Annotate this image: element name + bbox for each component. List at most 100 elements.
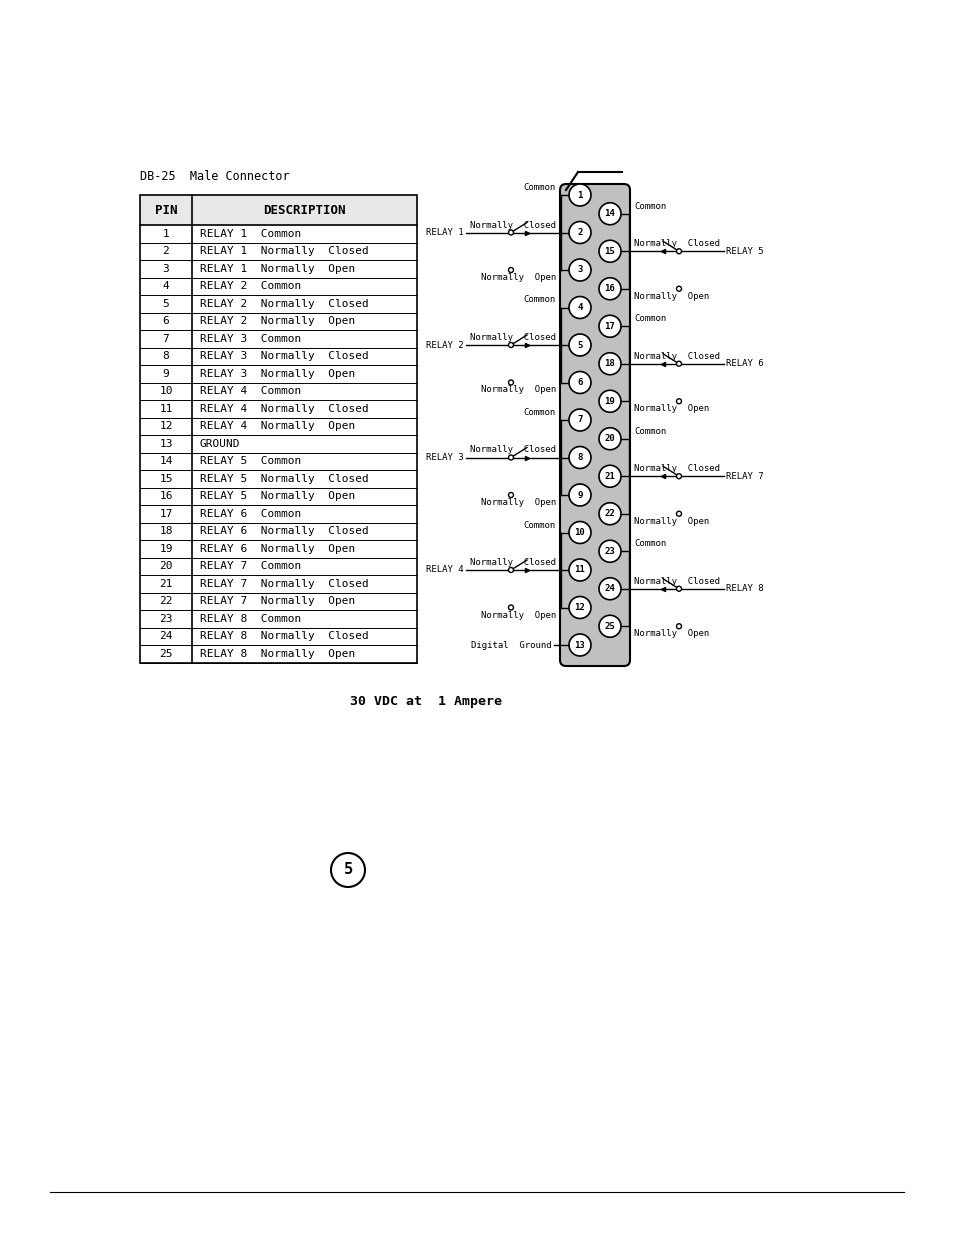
Circle shape <box>568 333 590 356</box>
FancyBboxPatch shape <box>559 184 629 666</box>
Text: 17: 17 <box>159 509 172 519</box>
Circle shape <box>568 296 590 319</box>
Text: RELAY 5  Normally  Closed: RELAY 5 Normally Closed <box>200 474 369 484</box>
Circle shape <box>508 380 513 385</box>
Text: 18: 18 <box>159 526 172 536</box>
Circle shape <box>568 409 590 431</box>
Text: RELAY 8  Normally  Open: RELAY 8 Normally Open <box>200 648 355 658</box>
Text: 20: 20 <box>159 561 172 572</box>
Text: RELAY 3  Normally  Open: RELAY 3 Normally Open <box>200 369 355 379</box>
Text: RELAY 5: RELAY 5 <box>725 247 762 256</box>
Circle shape <box>508 230 513 235</box>
Text: RELAY 8  Common: RELAY 8 Common <box>200 614 301 624</box>
Text: 17: 17 <box>604 322 615 331</box>
Text: 2: 2 <box>577 228 582 237</box>
Text: Common: Common <box>523 520 556 530</box>
Text: Normally  Closed: Normally Closed <box>634 352 720 361</box>
Circle shape <box>508 605 513 610</box>
Text: 15: 15 <box>159 474 172 484</box>
Text: Normally  Closed: Normally Closed <box>634 240 720 248</box>
Circle shape <box>508 268 513 273</box>
Circle shape <box>598 315 620 337</box>
Circle shape <box>568 484 590 506</box>
Text: Common: Common <box>634 540 665 548</box>
Text: Normally  Open: Normally Open <box>634 516 708 526</box>
Text: 10: 10 <box>574 529 585 537</box>
Text: Normally  Open: Normally Open <box>634 630 708 638</box>
Text: 23: 23 <box>159 614 172 624</box>
Text: 11: 11 <box>159 404 172 414</box>
Text: 7: 7 <box>577 415 582 425</box>
Text: RELAY 2  Common: RELAY 2 Common <box>200 282 301 291</box>
Circle shape <box>598 578 620 600</box>
Text: Common: Common <box>523 295 556 305</box>
Text: 8: 8 <box>162 351 170 362</box>
Text: RELAY 4  Normally  Closed: RELAY 4 Normally Closed <box>200 404 369 414</box>
Text: Normally  Closed: Normally Closed <box>634 464 720 473</box>
Text: 1: 1 <box>577 190 582 200</box>
Text: 22: 22 <box>159 597 172 606</box>
Text: RELAY 6  Normally  Closed: RELAY 6 Normally Closed <box>200 526 369 536</box>
Text: 8: 8 <box>577 453 582 462</box>
Circle shape <box>598 427 620 450</box>
Circle shape <box>331 853 365 887</box>
Text: RELAY 7  Normally  Open: RELAY 7 Normally Open <box>200 597 355 606</box>
Text: RELAY 3  Normally  Closed: RELAY 3 Normally Closed <box>200 351 369 362</box>
Text: DB-25  Male Connector: DB-25 Male Connector <box>140 170 290 183</box>
Circle shape <box>508 342 513 347</box>
Text: 10: 10 <box>159 387 172 396</box>
Text: RELAY 4  Normally  Open: RELAY 4 Normally Open <box>200 421 355 431</box>
Text: 1: 1 <box>162 228 170 238</box>
Circle shape <box>598 615 620 637</box>
Text: 11: 11 <box>574 566 585 574</box>
Text: 12: 12 <box>574 603 585 613</box>
Text: 14: 14 <box>604 209 615 219</box>
Text: 7: 7 <box>162 333 170 343</box>
Text: RELAY 3: RELAY 3 <box>426 453 463 462</box>
Circle shape <box>568 221 590 243</box>
Text: Normally  Closed: Normally Closed <box>634 577 720 585</box>
Text: 22: 22 <box>604 509 615 519</box>
Text: 16: 16 <box>604 284 615 293</box>
Text: RELAY 6  Common: RELAY 6 Common <box>200 509 301 519</box>
Text: 6: 6 <box>577 378 582 387</box>
Circle shape <box>568 597 590 619</box>
Bar <box>140 195 416 225</box>
Circle shape <box>568 559 590 580</box>
Text: RELAY 6  Normally  Open: RELAY 6 Normally Open <box>200 543 355 553</box>
Text: Normally  Open: Normally Open <box>634 404 708 414</box>
Text: RELAY 4  Common: RELAY 4 Common <box>200 387 301 396</box>
Text: RELAY 8  Normally  Closed: RELAY 8 Normally Closed <box>200 631 369 641</box>
Text: Normally  Open: Normally Open <box>634 291 708 301</box>
Text: Normally  Closed: Normally Closed <box>470 558 556 567</box>
Text: 13: 13 <box>574 641 585 650</box>
Circle shape <box>568 259 590 282</box>
Text: 19: 19 <box>604 396 615 406</box>
Circle shape <box>598 278 620 300</box>
Text: RELAY 1  Normally  Closed: RELAY 1 Normally Closed <box>200 246 369 256</box>
Text: 24: 24 <box>159 631 172 641</box>
Circle shape <box>568 634 590 656</box>
Text: RELAY 8: RELAY 8 <box>725 584 762 593</box>
Text: RELAY 2: RELAY 2 <box>426 341 463 350</box>
Text: Normally  Open: Normally Open <box>480 610 556 620</box>
Text: 3: 3 <box>162 264 170 274</box>
Text: 18: 18 <box>604 359 615 368</box>
Text: 23: 23 <box>604 547 615 556</box>
Circle shape <box>598 203 620 225</box>
Text: 5: 5 <box>577 341 582 350</box>
Text: Common: Common <box>634 314 665 324</box>
Circle shape <box>568 447 590 468</box>
Text: 4: 4 <box>162 282 170 291</box>
Text: 21: 21 <box>159 579 172 589</box>
Text: 15: 15 <box>604 247 615 256</box>
Circle shape <box>598 390 620 412</box>
Text: Common: Common <box>523 183 556 191</box>
Text: Normally  Open: Normally Open <box>480 273 556 282</box>
Circle shape <box>568 521 590 543</box>
Text: 25: 25 <box>159 648 172 658</box>
Text: Normally  Open: Normally Open <box>480 498 556 508</box>
Text: Normally  Open: Normally Open <box>480 385 556 394</box>
Text: 30 VDC at  1 Ampere: 30 VDC at 1 Ampere <box>350 695 501 708</box>
Circle shape <box>598 353 620 374</box>
